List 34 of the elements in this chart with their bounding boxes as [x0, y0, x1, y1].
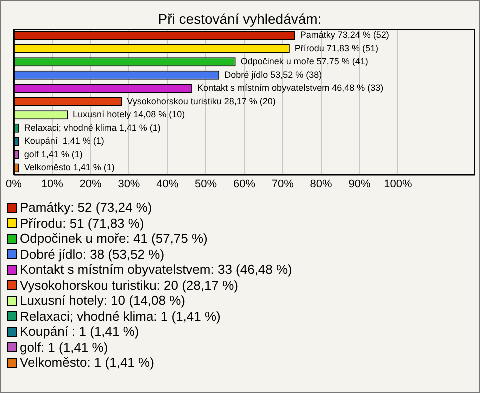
legend-label: Kontakt s místním obyvatelstvem: 33 (46,48 %): [20, 262, 292, 278]
data-label: Velkoměsto 1,41 % (1): [24, 162, 115, 173]
data-label: Kontakt s místním obyvatelstvem 46,48 % (33): [198, 83, 384, 94]
x-tick-label: 40%: [156, 178, 179, 190]
x-tick-label: 50%: [195, 178, 218, 190]
legend-label: Relaxaci; vhodné klima: 1 (1,41 %): [20, 308, 221, 324]
data-label: Dobré jídlo 53,52 % (38): [224, 70, 322, 80]
data-label: Relaxaci; vhodné klima 1,41 % (1): [24, 122, 161, 133]
legend-label: Velkoměsto: 1 (1,41 %): [20, 355, 154, 370]
data-label: Památky 73,24 % (52): [300, 30, 390, 40]
data-label: Přírodu 71,83 % (51): [294, 43, 378, 54]
legend-label: Památky: 52 (73,24 %): [20, 200, 152, 216]
x-tick-label: 60%: [233, 178, 256, 190]
x-tick-label: 90%: [348, 178, 371, 190]
data-label: Koupání 1,41 % (1): [24, 136, 104, 146]
x-tick-label: 0%: [6, 178, 22, 190]
chart-title: Při cestování vyhledávám:: [157, 10, 323, 27]
data-label: Odpočinek u moře 57,75 % (41): [240, 56, 368, 67]
legend-label: golf: 1 (1,41 %): [20, 340, 108, 355]
x-tick-label: 10%: [41, 178, 64, 190]
data-label: golf 1,41 % (1): [24, 149, 83, 160]
x-tick-label: 100%: [384, 178, 412, 190]
x-tick-label: 20%: [80, 178, 102, 190]
x-tick-label: 70%: [272, 178, 294, 190]
legend-label: Vysokohorskou turistiku: 20 (28,17 %): [20, 278, 238, 293]
legend-label: Koupání : 1 (1,41 %): [20, 324, 140, 340]
legend-label: Dobré jídlo: 38 (53,52 %): [20, 246, 165, 262]
legend-label: Luxusní hotely: 10 (14,08 %): [20, 293, 186, 308]
x-tick-label: 30%: [118, 178, 140, 190]
data-label: Vysokohorskou turistiku 28,17 % (20): [127, 96, 276, 106]
x-tick-label: 80%: [310, 178, 333, 190]
legend-label: Přírodu: 51 (71,83 %): [20, 216, 144, 231]
legend-label: Odpočinek u moře: 41 (57,75 %): [20, 231, 208, 246]
data-label: Luxusní hotely 14,08 % (10): [73, 110, 186, 120]
